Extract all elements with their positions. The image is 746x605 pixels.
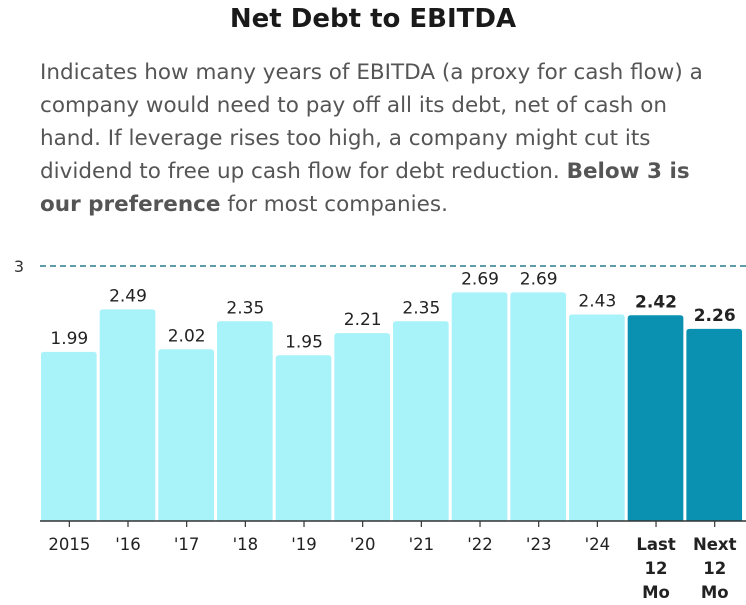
description-emphasis: Below 3 is our preference xyxy=(40,159,690,217)
x-tick-label: '24 xyxy=(585,535,611,554)
bar xyxy=(451,292,508,521)
bar-value-label: 2.35 xyxy=(226,298,264,318)
x-tick-label: '19 xyxy=(291,535,317,554)
x-tick-label: 12 xyxy=(703,559,726,578)
x-tick-label: Last xyxy=(636,535,675,554)
x-tick-label: Mo xyxy=(642,583,670,602)
x-tick-label: '22 xyxy=(467,535,493,554)
chart-title: Net Debt to EBITDA xyxy=(229,4,517,34)
reference-line-label: 3 xyxy=(14,257,24,276)
x-tick-label: '21 xyxy=(409,535,435,554)
bar-value-label: 2.21 xyxy=(344,310,382,330)
bar xyxy=(627,315,684,521)
bar-value-label: 2.69 xyxy=(461,269,499,289)
chart-description: Indicates how many years of EBITDA (a pr… xyxy=(40,56,730,221)
x-tick-label: '20 xyxy=(350,535,376,554)
bar-value-label: 2.42 xyxy=(635,292,677,312)
bar xyxy=(275,355,332,521)
bar-value-label: 2.49 xyxy=(109,286,147,306)
x-tick-label: '23 xyxy=(526,535,552,554)
description-text: Indicates how many years of EBITDA (a pr… xyxy=(40,60,703,184)
bar-value-label: 2.02 xyxy=(168,326,206,346)
x-tick-label: '18 xyxy=(233,535,259,554)
bar-value-label: 2.43 xyxy=(578,291,616,311)
bar xyxy=(510,292,567,521)
bar xyxy=(41,351,97,521)
bar-value-label: 1.99 xyxy=(50,329,88,349)
bar xyxy=(686,328,743,521)
description-end: for most companies. xyxy=(227,192,448,217)
bar-value-label: 2.26 xyxy=(694,306,736,326)
bar xyxy=(99,309,156,521)
bar xyxy=(569,314,625,521)
x-tick-label: 2015 xyxy=(48,535,90,554)
bar xyxy=(393,321,449,521)
bar xyxy=(334,333,391,521)
x-tick-label: '16 xyxy=(115,535,141,554)
x-tick-label: 12 xyxy=(645,559,668,578)
bar-value-label: 2.35 xyxy=(402,298,440,318)
bar xyxy=(158,349,215,521)
x-tick-label: Mo xyxy=(701,583,729,602)
x-tick-label: Next xyxy=(693,535,737,554)
bar xyxy=(217,321,273,521)
bar-value-label: 2.69 xyxy=(520,269,558,289)
x-tick-label: '17 xyxy=(174,535,200,554)
bar-value-label: 1.95 xyxy=(285,332,323,352)
